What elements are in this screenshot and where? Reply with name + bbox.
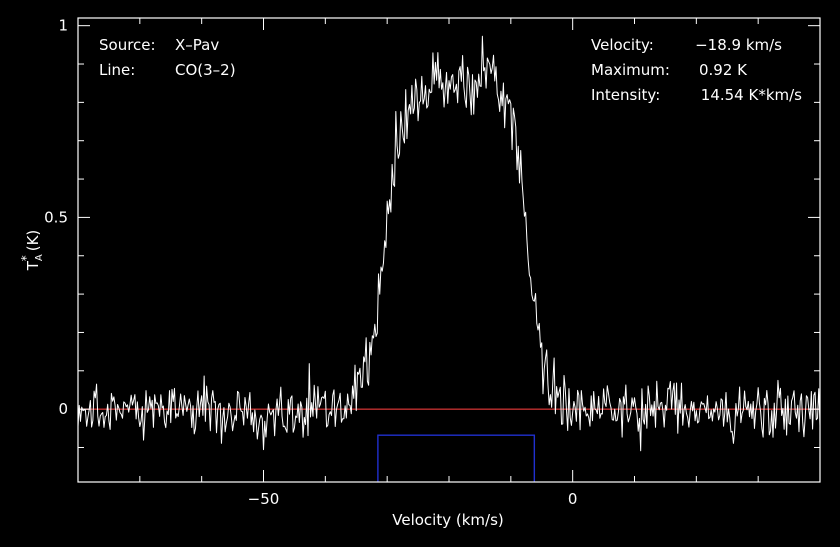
x-tick-label: 0	[568, 490, 578, 508]
y-axis-label-symbol: T	[24, 260, 42, 271]
velocity-value: −18.9 km/s	[695, 36, 782, 54]
y-axis-label-sup: *	[19, 255, 33, 261]
velocity-key: Velocity:	[591, 36, 654, 54]
maximum-key: Maximum:	[591, 61, 670, 79]
intensity-value: 14.54 K*km/s	[701, 86, 802, 104]
y-axis-label-unit: (K)	[24, 230, 42, 252]
maximum-value: 0.92 K	[699, 61, 748, 79]
line-window-box	[377, 434, 536, 482]
tick-layer: −50 0 0 0.5 1	[44, 17, 821, 508]
y-tick-label: 1	[58, 17, 68, 35]
x-tick-label: −50	[248, 490, 280, 508]
line-value: CO(3–2)	[175, 61, 236, 79]
annotations: Source: X–Pav Line: CO(3–2) Velocity: −1…	[99, 36, 802, 104]
source-value: X–Pav	[175, 36, 219, 54]
y-tick-label: 0	[58, 400, 68, 418]
y-axis-label-sub: A	[34, 254, 45, 261]
y-axis-label: TA* (K)	[19, 230, 45, 272]
label-layer: Velocity (km/s) TA* (K)	[19, 230, 504, 529]
spectrum-series-line	[77, 35, 821, 452]
intensity-key: Intensity:	[591, 86, 660, 104]
source-key: Source:	[99, 36, 156, 54]
data-layer	[77, 35, 821, 482]
x-axis-label: Velocity (km/s)	[392, 511, 503, 529]
y-tick-label: 0.5	[44, 208, 68, 226]
line-key: Line:	[99, 61, 135, 79]
